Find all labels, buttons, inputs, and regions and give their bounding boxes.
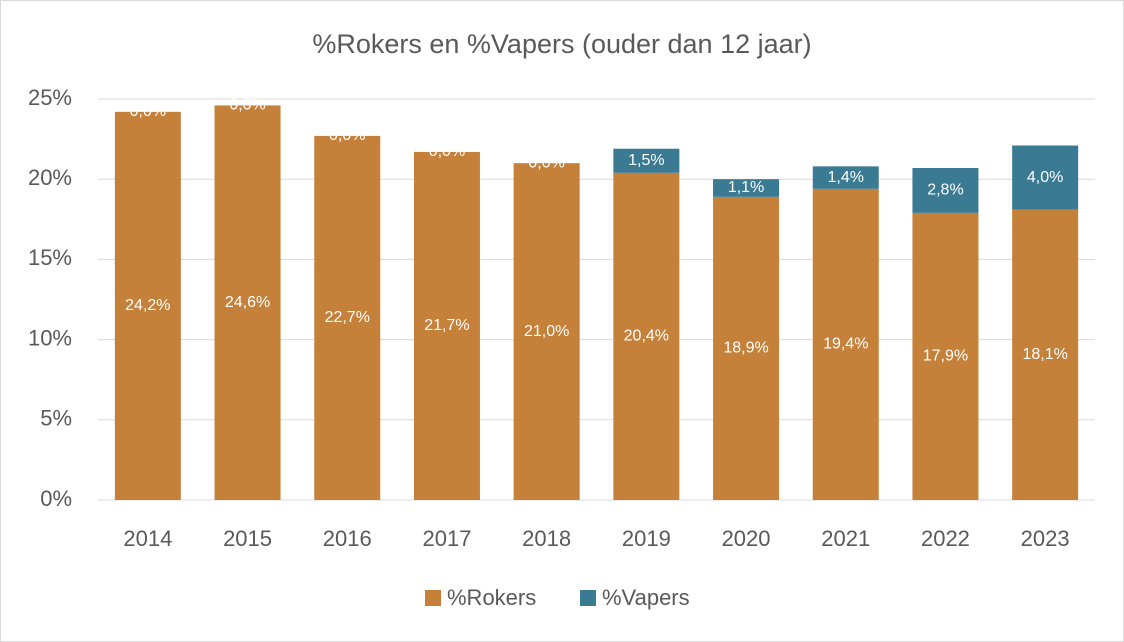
y-tick-label: 5% <box>40 406 72 431</box>
data-label: 0,0% <box>528 154 564 171</box>
x-tick-label: 2017 <box>422 526 471 551</box>
data-label: 0,0% <box>229 97 265 114</box>
data-label: 0,0% <box>329 127 365 144</box>
legend-swatch <box>580 590 596 606</box>
data-label: 1,5% <box>628 152 664 169</box>
data-label: 21,7% <box>424 317 469 334</box>
x-tick-label: 2022 <box>921 526 970 551</box>
legend-label: %Vapers <box>602 585 690 610</box>
legend-swatch <box>425 590 441 606</box>
x-tick-label: 2020 <box>722 526 771 551</box>
data-label: 18,9% <box>723 340 768 357</box>
bar-segment <box>1012 145 1079 210</box>
data-label: 1,4% <box>828 169 864 186</box>
bar-segment <box>214 105 281 500</box>
chart-title: %Rokers en %Vapers (ouder dan 12 jaar) <box>312 29 811 59</box>
y-tick-label: 10% <box>28 325 72 350</box>
data-label: 1,1% <box>728 179 764 196</box>
legend-label: %Rokers <box>447 585 536 610</box>
bar-segment <box>314 135 381 500</box>
data-label: 19,4% <box>823 336 868 353</box>
bar-segment <box>912 167 979 213</box>
data-label: 0,0% <box>130 103 166 120</box>
x-tick-label: 2016 <box>323 526 372 551</box>
bar-segment <box>812 188 879 500</box>
data-label: 24,6% <box>225 294 270 311</box>
data-label: 20,4% <box>624 328 669 345</box>
data-label: 0,0% <box>429 143 465 160</box>
x-tick-label: 2023 <box>1021 526 1070 551</box>
data-label: 4,0% <box>1027 169 1063 186</box>
x-tick-label: 2014 <box>123 526 172 551</box>
bar-segment <box>613 148 680 173</box>
bar-segment <box>713 179 780 197</box>
y-tick-label: 0% <box>40 486 72 511</box>
bar-segment <box>1012 209 1079 500</box>
data-label: 24,2% <box>125 297 170 314</box>
bar-segment <box>613 172 680 500</box>
x-tick-label: 2021 <box>821 526 870 551</box>
bar-segment <box>812 166 879 189</box>
x-tick-label: 2019 <box>622 526 671 551</box>
data-label: 22,7% <box>325 309 370 326</box>
bar-segment <box>114 111 181 500</box>
data-label: 17,9% <box>923 348 968 365</box>
x-tick-label: 2015 <box>223 526 272 551</box>
data-label: 18,1% <box>1022 346 1067 363</box>
bar-segment <box>513 163 580 500</box>
bar-segment <box>413 151 480 500</box>
bar-segment <box>912 212 979 500</box>
y-tick-label: 15% <box>28 245 72 270</box>
x-tick-label: 2018 <box>522 526 571 551</box>
y-tick-label: 20% <box>28 165 72 190</box>
y-tick-label: 25% <box>28 85 72 110</box>
data-label: 21,0% <box>524 323 569 340</box>
data-label: 2,8% <box>927 182 963 199</box>
bar-segment <box>713 196 780 500</box>
